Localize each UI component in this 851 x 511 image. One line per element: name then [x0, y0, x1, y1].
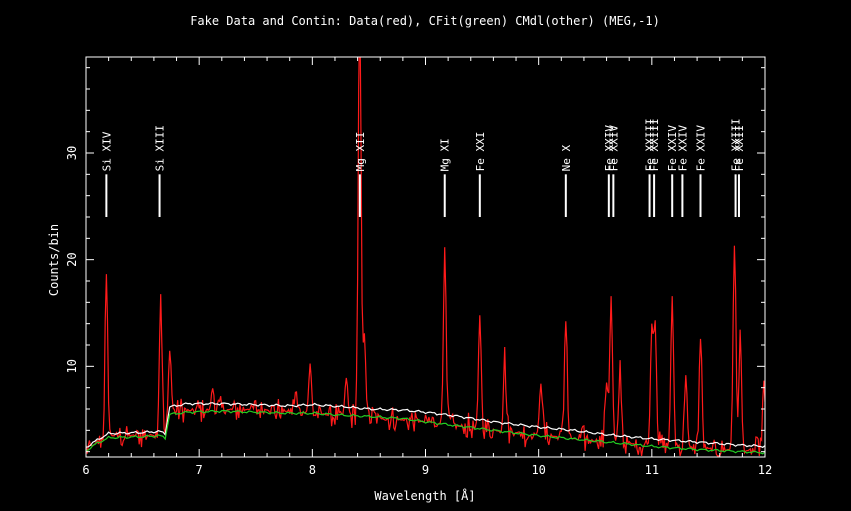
- y-axis-label: Counts/bin: [47, 224, 61, 296]
- line-id-label: Si XIII: [154, 125, 167, 171]
- y-tick-label: 10: [65, 359, 79, 373]
- x-tick-label: 8: [309, 463, 316, 477]
- data-series-line: [86, 57, 765, 457]
- line-id-label: Fe XXIV: [666, 125, 679, 172]
- x-tick-label: 7: [196, 463, 203, 477]
- x-tick-label: 11: [645, 463, 659, 477]
- line-id-label: Si XIV: [100, 131, 113, 171]
- line-id-label: Fe XXII: [733, 125, 746, 171]
- line-id-label: Mg XII: [354, 132, 367, 172]
- line-id-label: Fe XXIII: [730, 118, 743, 171]
- plot-frame: [85, 56, 766, 458]
- line-id-label: Fe XXIV: [694, 125, 707, 172]
- y-tick-label: 20: [65, 252, 79, 266]
- line-id-label: Ne X: [560, 144, 573, 171]
- y-tick-label: 30: [65, 146, 79, 160]
- chart-title: Fake Data and Contin: Data(red), CFit(gr…: [190, 14, 660, 28]
- line-id-label: Fe XXIV: [603, 125, 616, 172]
- x-tick-label: 10: [531, 463, 545, 477]
- line-id-label: Fe XXIV: [607, 125, 620, 172]
- line-id-label: Mg XI: [439, 138, 452, 171]
- cmdl-series-line: [86, 402, 765, 449]
- x-tick-label: 6: [82, 463, 89, 477]
- line-id-label: Fe XXI: [474, 132, 487, 172]
- line-identifications: Si XIV Si XIII Mg XII Mg XI Fe XXI Ne X Fe XXI…: [100, 118, 746, 217]
- x-axis-label: Wavelength [Å]: [374, 488, 475, 503]
- x-tick-label: 12: [758, 463, 772, 477]
- y-axis: 10 20 30: [65, 67, 765, 453]
- line-id-label: Fe XXIV: [676, 125, 689, 172]
- x-tick-label: 9: [422, 463, 429, 477]
- cfit-series-line: [86, 409, 765, 455]
- line-id-label: Fe XXIII: [644, 118, 657, 171]
- plot-area: [86, 57, 765, 457]
- line-id-label: Fe XXIII: [648, 118, 661, 171]
